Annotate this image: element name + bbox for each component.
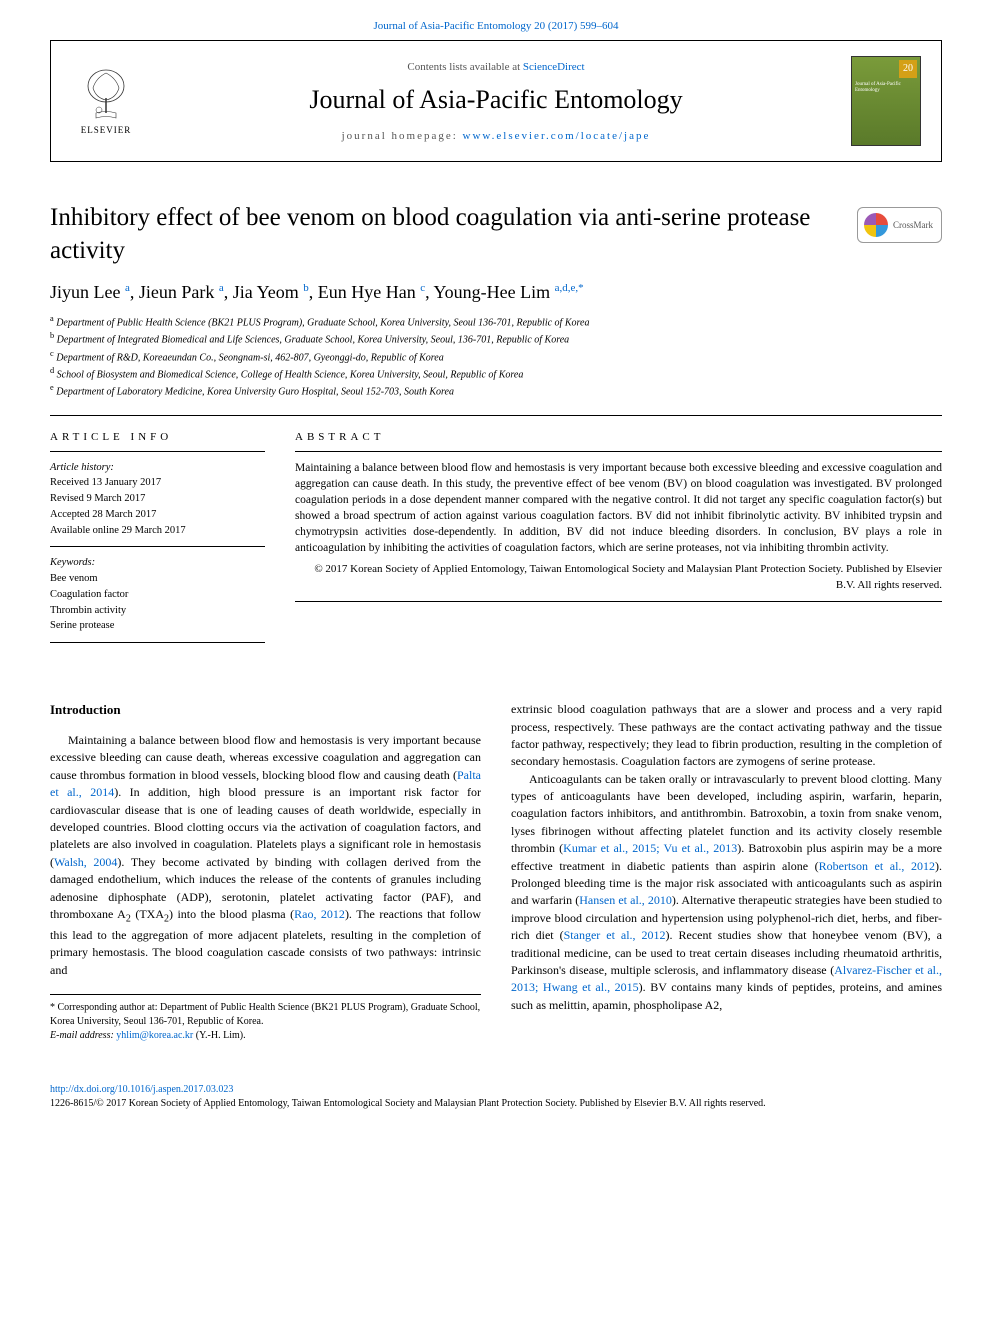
issn-copyright: 1226-8615/© 2017 Korean Society of Appli… [50, 1097, 942, 1111]
info-abstract-row: ARTICLE INFO Article history: Received 1… [50, 431, 942, 652]
page-footer: http://dx.doi.org/10.1016/j.aspen.2017.0… [50, 1083, 942, 1111]
title-row: Inhibitory effect of bee venom on blood … [50, 202, 942, 267]
corr-author-text: * Corresponding author at: Department of… [50, 1001, 481, 1029]
contents-line: Contents lists available at ScienceDirec… [141, 61, 851, 73]
article-info-heading: ARTICLE INFO [50, 431, 265, 443]
intro-paragraph-1-cont: extrinsic blood coagulation pathways tha… [511, 701, 942, 771]
email-suffix: (Y.-H. Lim). [193, 1030, 245, 1041]
cover-title: Journal of Asia-Pacific Entomology [855, 82, 920, 93]
intro-paragraph-1: Maintaining a balance between blood flow… [50, 732, 481, 979]
history-online: Available online 29 March 2017 [50, 523, 265, 539]
intro-paragraph-2: Anticoagulants can be taken orally or in… [511, 771, 942, 1014]
history-label: Article history: [50, 460, 265, 476]
authors: Jiyun Lee a, Jieun Park a, Jia Yeom b, E… [50, 282, 942, 303]
elsevier-tree-icon [81, 68, 131, 123]
email-line: E-mail address: yhlim@korea.ac.kr (Y.-H.… [50, 1029, 481, 1043]
affiliations: a Department of Public Health Science (B… [50, 313, 942, 400]
body-column-right: extrinsic blood coagulation pathways tha… [511, 701, 942, 1043]
doi-link[interactable]: http://dx.doi.org/10.1016/j.aspen.2017.0… [50, 1084, 233, 1095]
email-link[interactable]: yhlim@korea.ac.kr [116, 1030, 193, 1041]
journal-cover[interactable]: 20 Journal of Asia-Pacific Entomology [851, 56, 921, 146]
header-center: Contents lists available at ScienceDirec… [141, 61, 851, 142]
info-divider [50, 642, 265, 643]
elsevier-text: ELSEVIER [81, 125, 132, 135]
abstract-divider [295, 451, 942, 452]
keyword: Thrombin activity [50, 603, 265, 619]
abstract-heading: ABSTRACT [295, 431, 942, 443]
article-info: ARTICLE INFO Article history: Received 1… [50, 431, 265, 652]
article-title: Inhibitory effect of bee venom on blood … [50, 202, 837, 267]
keywords-label: Keywords: [50, 555, 265, 571]
contents-prefix: Contents lists available at [407, 61, 522, 73]
crossmark-label: CrossMark [893, 220, 933, 230]
body-columns: Introduction Maintaining a balance betwe… [50, 701, 942, 1043]
info-divider [50, 546, 265, 547]
history-accepted: Accepted 28 March 2017 [50, 507, 265, 523]
divider [50, 415, 942, 416]
keyword: Serine protease [50, 618, 265, 634]
crossmark-icon [864, 213, 888, 237]
cover-anniversary-badge: 20 [899, 60, 917, 78]
abstract-divider [295, 601, 942, 602]
keywords-block: Keywords: Bee venom Coagulation factor T… [50, 555, 265, 634]
journal-header: ELSEVIER Contents lists available at Sci… [50, 40, 942, 162]
journal-name: Journal of Asia-Pacific Entomology [141, 85, 851, 115]
article-history: Article history: Received 13 January 201… [50, 460, 265, 539]
abstract-copyright: © 2017 Korean Society of Applied Entomol… [295, 562, 942, 593]
keyword: Bee venom [50, 571, 265, 587]
keyword: Coagulation factor [50, 587, 265, 603]
introduction-heading: Introduction [50, 701, 481, 720]
elsevier-logo[interactable]: ELSEVIER [71, 61, 141, 141]
history-received: Received 13 January 2017 [50, 475, 265, 491]
top-citation[interactable]: Journal of Asia-Pacific Entomology 20 (2… [50, 20, 942, 32]
email-label: E-mail address: [50, 1030, 116, 1041]
crossmark-badge[interactable]: CrossMark [857, 207, 942, 243]
history-revised: Revised 9 March 2017 [50, 491, 265, 507]
body-column-left: Introduction Maintaining a balance betwe… [50, 701, 481, 1043]
abstract-text: Maintaining a balance between blood flow… [295, 460, 942, 557]
abstract-column: ABSTRACT Maintaining a balance between b… [295, 431, 942, 652]
homepage-line: journal homepage: www.elsevier.com/locat… [141, 130, 851, 142]
info-divider [50, 451, 265, 452]
sciencedirect-link[interactable]: ScienceDirect [523, 61, 585, 73]
homepage-prefix: journal homepage: [342, 130, 463, 142]
homepage-link[interactable]: www.elsevier.com/locate/jape [463, 130, 651, 142]
corresponding-author-footnote: * Corresponding author at: Department of… [50, 994, 481, 1043]
